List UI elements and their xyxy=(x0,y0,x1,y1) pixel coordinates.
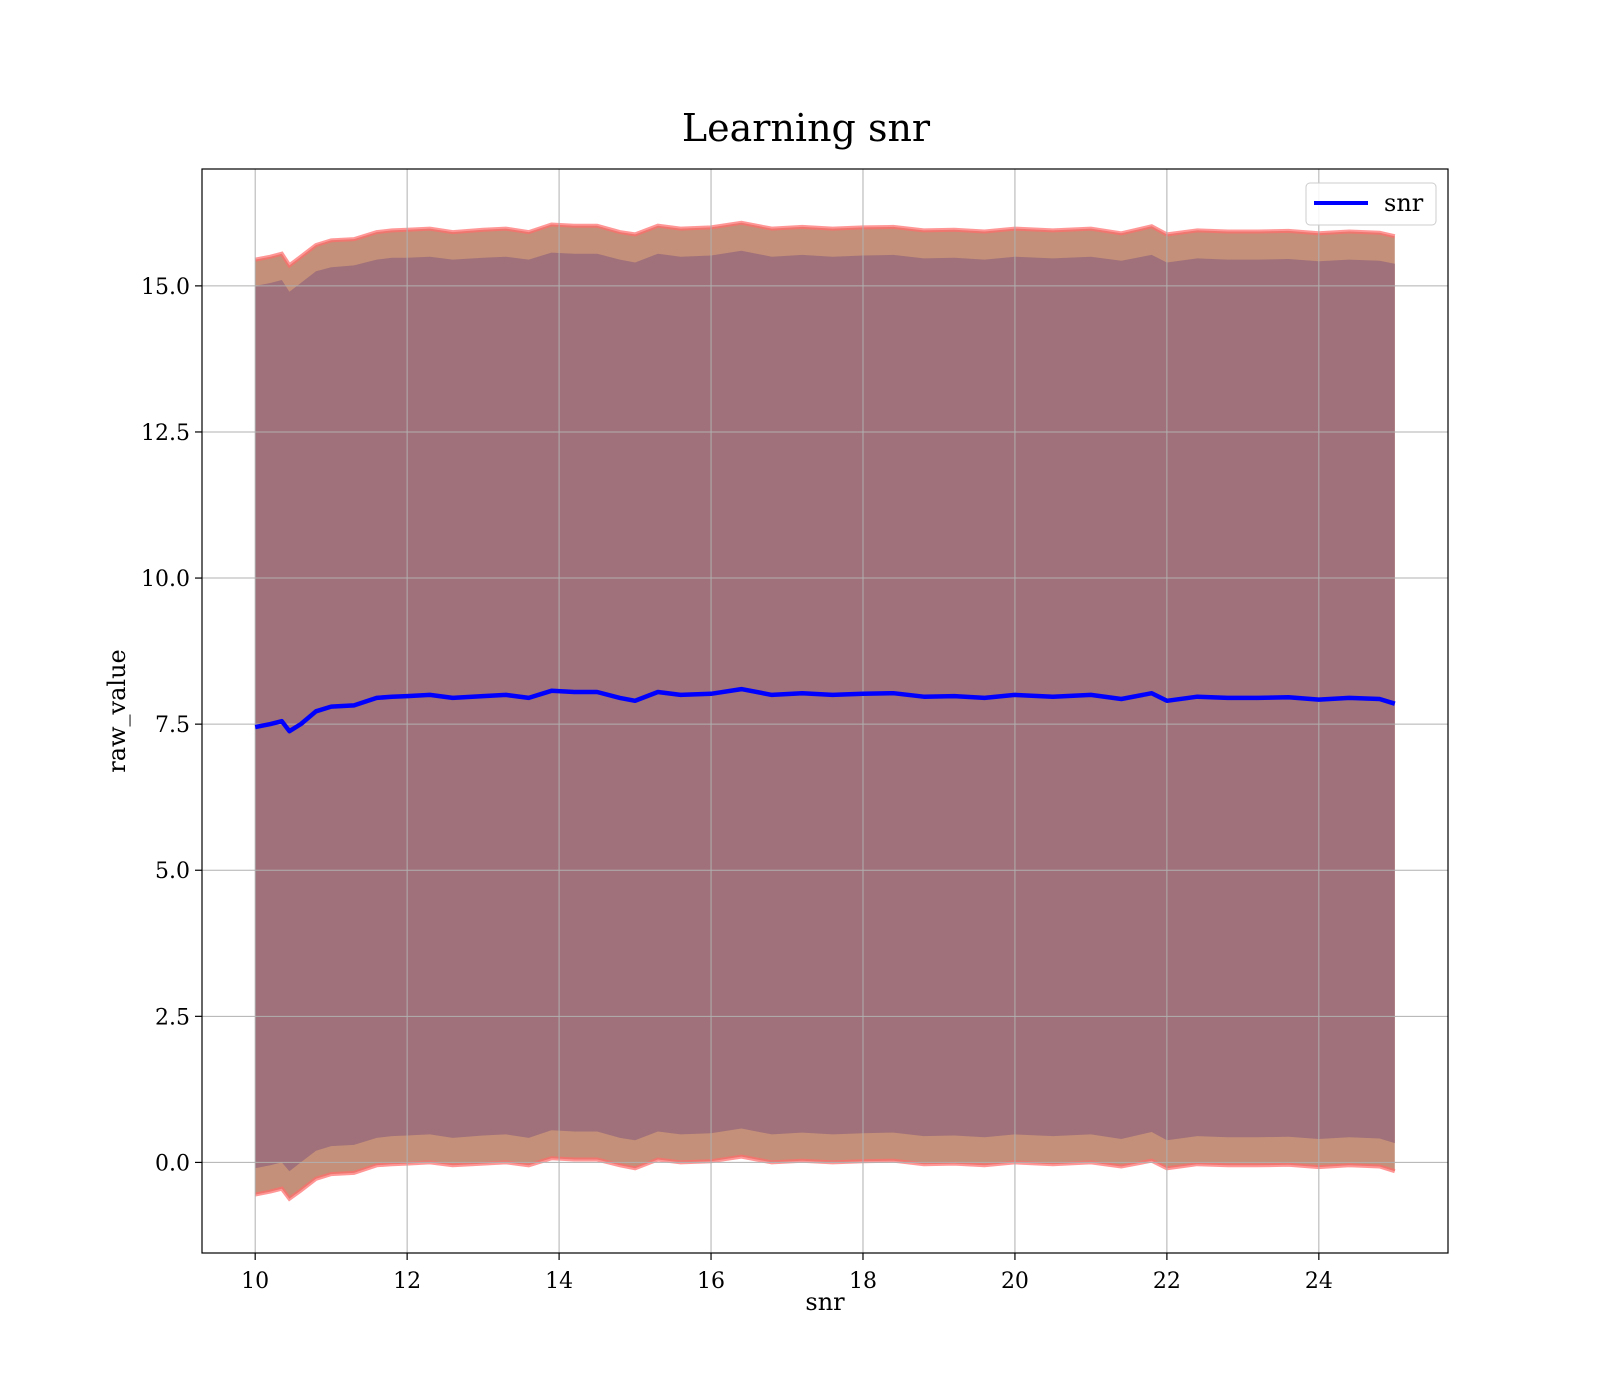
y-tick-label: 15.0 xyxy=(141,275,190,300)
legend: snr xyxy=(1305,182,1437,226)
plot-area xyxy=(201,168,1449,1254)
y-tick-label: 10.0 xyxy=(141,567,190,592)
x-tick-label: 12 xyxy=(393,1269,421,1294)
chart-title: Learning snr xyxy=(682,106,931,150)
y-tick-label: 0.0 xyxy=(155,1151,190,1176)
line-layer xyxy=(254,686,1396,734)
x-tick-label: 20 xyxy=(1001,1269,1029,1294)
y-tick-label: 7.5 xyxy=(155,713,190,738)
plot-frame xyxy=(201,168,1449,1254)
inner-band xyxy=(255,250,1395,1172)
x-tick-label: 16 xyxy=(697,1269,725,1294)
x-tick-label: 14 xyxy=(545,1269,573,1294)
legend-frame xyxy=(1305,182,1437,226)
y-axis-label: raw_value xyxy=(103,649,131,773)
grid-layer xyxy=(202,169,1448,1253)
y-tick-label: 2.5 xyxy=(155,1005,190,1030)
series-line-snr xyxy=(254,686,1396,734)
y-axis-ticks: 0.0 2.5 5.0 7.5 10.0 12.5 15.0 xyxy=(141,275,202,1176)
y-tick-label: 5.0 xyxy=(155,859,190,884)
x-axis-label: snr xyxy=(805,1288,845,1316)
y-tick-label: 12.5 xyxy=(141,421,190,446)
inner-band-layer xyxy=(255,250,1395,1172)
x-tick-label: 22 xyxy=(1153,1269,1181,1294)
x-tick-label: 10 xyxy=(241,1269,269,1294)
x-tick-label: 18 xyxy=(849,1269,877,1294)
x-axis-ticks: 10 12 14 16 18 20 22 24 xyxy=(241,1253,1333,1294)
legend-label-snr: snr xyxy=(1384,189,1424,217)
x-tick-label: 24 xyxy=(1305,1269,1333,1294)
